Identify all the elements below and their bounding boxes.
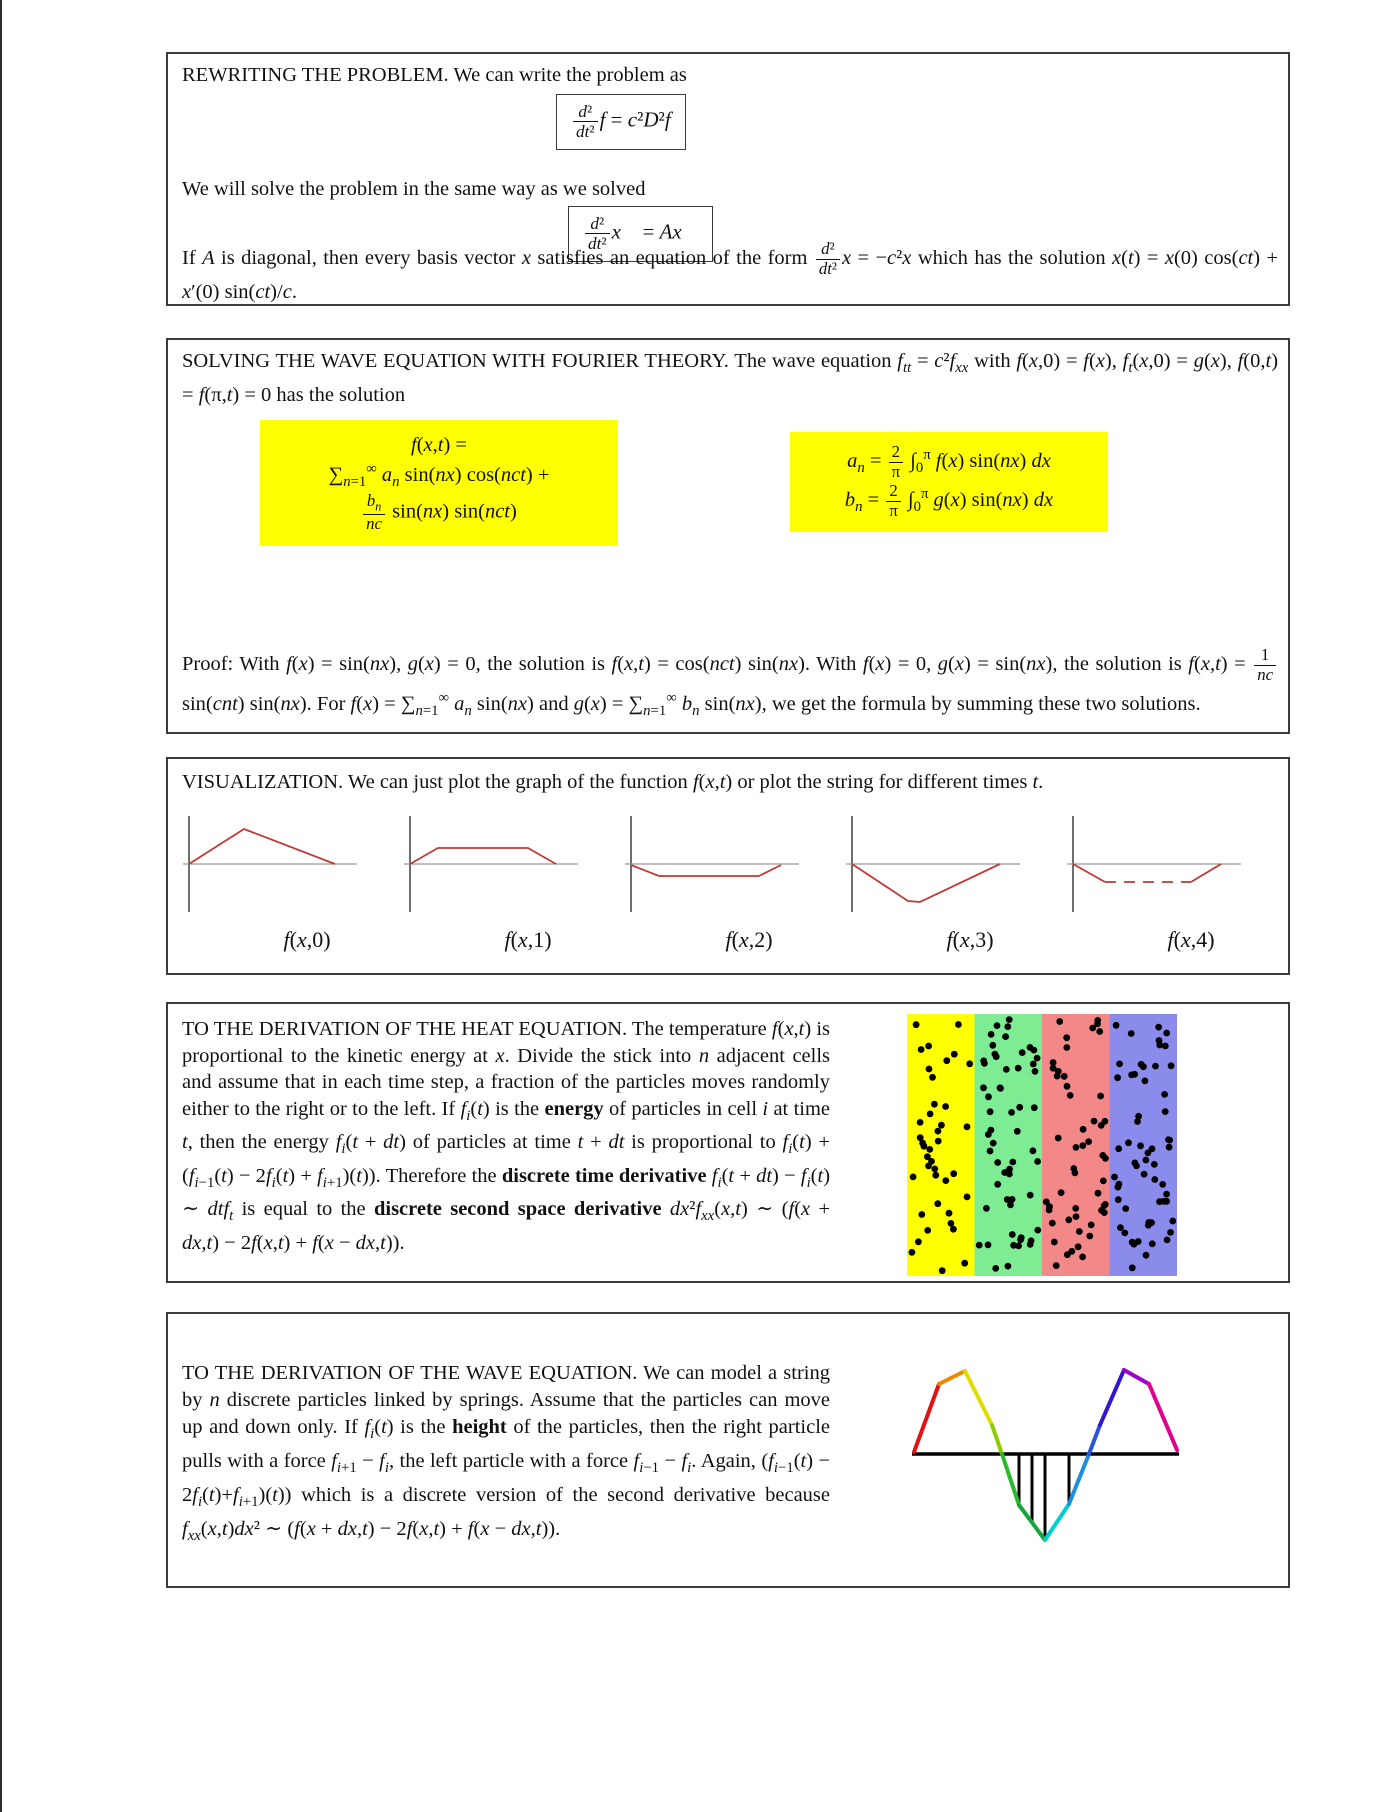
rewriting-middle-text: We will solve the problem in the same wa… xyxy=(182,178,646,200)
plot-label-t4: f(x,4) xyxy=(1167,927,1215,952)
plot-label-t0: f(x,0) xyxy=(283,927,331,952)
solution-formula-highlight: f(x,t) = ∑n=1∞ an sin(nx) cos(nct) + bn n… xyxy=(260,420,618,546)
string-plot-t3 xyxy=(840,814,1040,914)
string-plot-t4 xyxy=(1061,814,1261,914)
rainbow-string-figure xyxy=(897,1322,1187,1597)
rewriting-outro-text: If A is diagonal, then every basis vecto… xyxy=(182,239,1279,303)
box-rewriting-the-problem: REWRITING THE PROBLEM. We can write the … xyxy=(166,52,1290,306)
solution-line-2: ∑n=1∞ an sin(nx) cos(nct) + xyxy=(328,460,550,490)
solution-line-1: f(x,t) = xyxy=(411,433,467,456)
heat-figure-svg xyxy=(907,1014,1178,1276)
plot-label-t3: f(x,3) xyxy=(946,927,994,952)
string-plot-t1 xyxy=(398,814,598,914)
string-plot-t0 xyxy=(177,814,377,914)
heat-paragraph: TO THE DERIVATION OF THE HEAT EQUATION. … xyxy=(182,1018,831,1254)
box-wave-equation: TO THE DERIVATION OF THE WAVE EQUATION. … xyxy=(166,1312,1290,1588)
solution-line-3: bn nc sin(nx) sin(nct) xyxy=(361,491,517,534)
particle-bands-figure xyxy=(907,1014,1178,1281)
proof-paragraph: Proof: With f(x) = sin(nx), g(x) = 0, th… xyxy=(182,645,1278,725)
wave-paragraph: TO THE DERIVATION OF THE WAVE EQUATION. … xyxy=(182,1362,831,1545)
formula-ode-system: d² dt² x⃗ = Ax⃗ xyxy=(568,206,714,262)
formula-wave-operator: d² dt² f = c²D²f xyxy=(556,94,686,150)
visualization-intro-text: VISUALIZATION. We can just plot the grap… xyxy=(182,771,1044,793)
box-visualization: VISUALIZATION. We can just plot the grap… xyxy=(166,757,1290,975)
plot-label-t2: f(x,2) xyxy=(725,927,773,952)
miniplot-svg xyxy=(846,816,1020,912)
miniplot-svg xyxy=(625,816,799,912)
page-edge-line xyxy=(0,0,2,1812)
miniplot-svg xyxy=(404,816,578,912)
fourier-intro-text: SOLVING THE WAVE EQUATION WITH FOURIER T… xyxy=(182,350,1279,407)
box-heat-equation: TO THE DERIVATION OF THE HEAT EQUATION. … xyxy=(166,1002,1290,1283)
plot-label-t1: f(x,1) xyxy=(504,927,552,952)
miniplot-svg xyxy=(183,816,357,912)
string-figure-svg xyxy=(912,1368,1179,1542)
string-plot-t2 xyxy=(619,814,819,914)
box-fourier-theory: SOLVING THE WAVE EQUATION WITH FOURIER T… xyxy=(166,338,1290,734)
rewriting-intro-text: REWRITING THE PROBLEM. We can write the … xyxy=(182,64,687,86)
miniplot-svg xyxy=(1067,816,1241,912)
